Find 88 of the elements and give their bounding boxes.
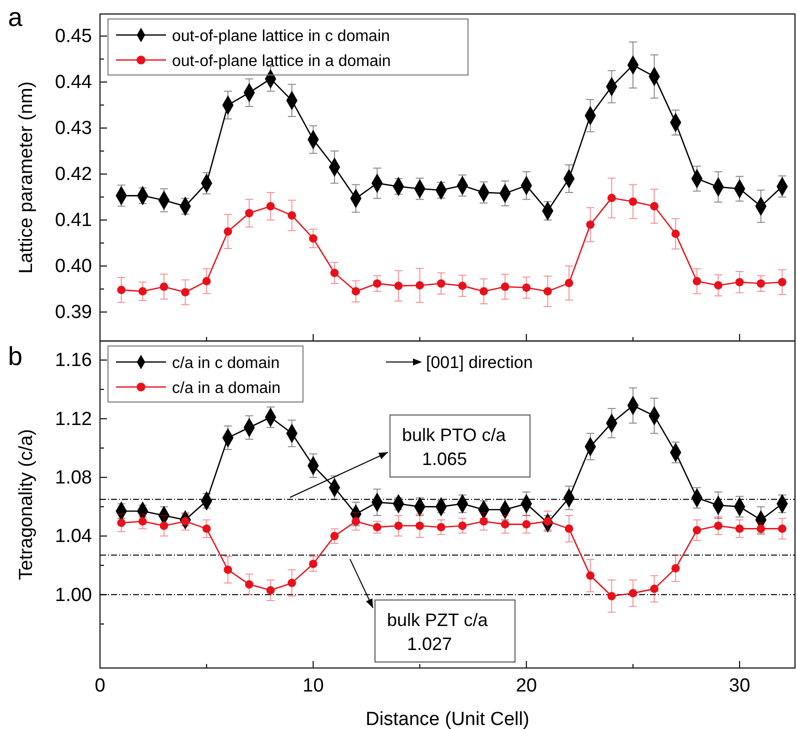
point [692,526,702,534]
point [266,586,275,594]
point [330,268,339,278]
chart-title: b [8,341,22,371]
point [480,287,488,296]
ref-line-label: bulk PZT c/a 1.027 [387,610,489,654]
point [778,524,786,533]
point [756,279,766,288]
point [650,202,658,210]
point [394,522,403,530]
point [692,277,702,286]
legend-label: c/a in a domain [172,380,281,397]
point [245,208,254,218]
x-axis-title: Distance (Unit Cell) [366,709,530,729]
y-tick-label: 0.44 [55,72,92,94]
point [628,589,638,598]
point [117,286,126,294]
point [288,578,296,588]
point [372,279,382,288]
point [480,517,488,526]
legend-label: out-of-plane lattice in a domain [172,53,391,70]
y-axis-title: Lattice parameter (nm) [16,81,37,274]
point [266,202,275,210]
y-tick-label: 1.04 [55,526,92,548]
y-tick-label: 0.39 [55,302,92,324]
point [330,532,339,540]
point [436,523,446,532]
point [735,524,744,533]
point [416,281,424,290]
y-tick-label: 1.08 [55,467,92,488]
point [352,287,360,296]
point [352,517,360,526]
x-tick-label: 30 [729,675,750,696]
legend-label: c/a in c domain [172,355,280,372]
point [607,592,616,600]
point [245,580,254,589]
point [416,522,424,530]
point [181,288,190,296]
point [778,278,786,286]
point [202,277,211,286]
point [138,517,147,526]
x-tick-label: 0 [94,675,106,696]
y-tick-label: 0.43 [55,118,92,140]
x-tick-label: 20 [516,675,537,696]
annotation: [001] direction [426,353,533,372]
point [458,282,467,290]
chart-title: a [8,2,23,32]
point [288,211,296,220]
legend-label: bulk PTO c/a 1.065 [402,425,507,469]
point [202,524,211,533]
y-tick-label: 0.40 [55,256,92,278]
point [160,522,168,530]
point [309,560,318,568]
y-tick-label: 0.42 [55,164,92,186]
point [224,227,232,236]
point [436,279,446,288]
legend-label: out-of-plane lattice in c domain [172,28,390,45]
point [522,283,531,292]
point [586,220,595,229]
point [224,566,232,574]
point [544,287,552,296]
y-tick-label: 1.00 [55,584,92,606]
point [628,197,638,206]
y-tick-label: 0.41 [55,210,92,232]
point [650,584,658,593]
point [586,571,595,580]
y-tick-label: 1.12 [55,408,92,430]
point [735,278,744,286]
point [564,278,574,288]
y-axis-title: Tetragonality (c/a) [16,428,37,580]
point [138,287,147,296]
point [564,524,574,533]
point [458,522,467,530]
y-tick-label: 1.16 [55,350,92,372]
point [714,281,722,290]
point [500,282,510,291]
x-tick-label: 10 [302,675,324,696]
point [522,520,531,528]
point [671,564,680,572]
point [671,230,680,238]
point [117,518,126,528]
point [394,282,403,290]
point [714,522,722,530]
y-tick-label: 0.45 [55,26,92,48]
point [309,234,318,243]
point [500,520,510,528]
point [607,194,616,202]
point [160,282,168,291]
